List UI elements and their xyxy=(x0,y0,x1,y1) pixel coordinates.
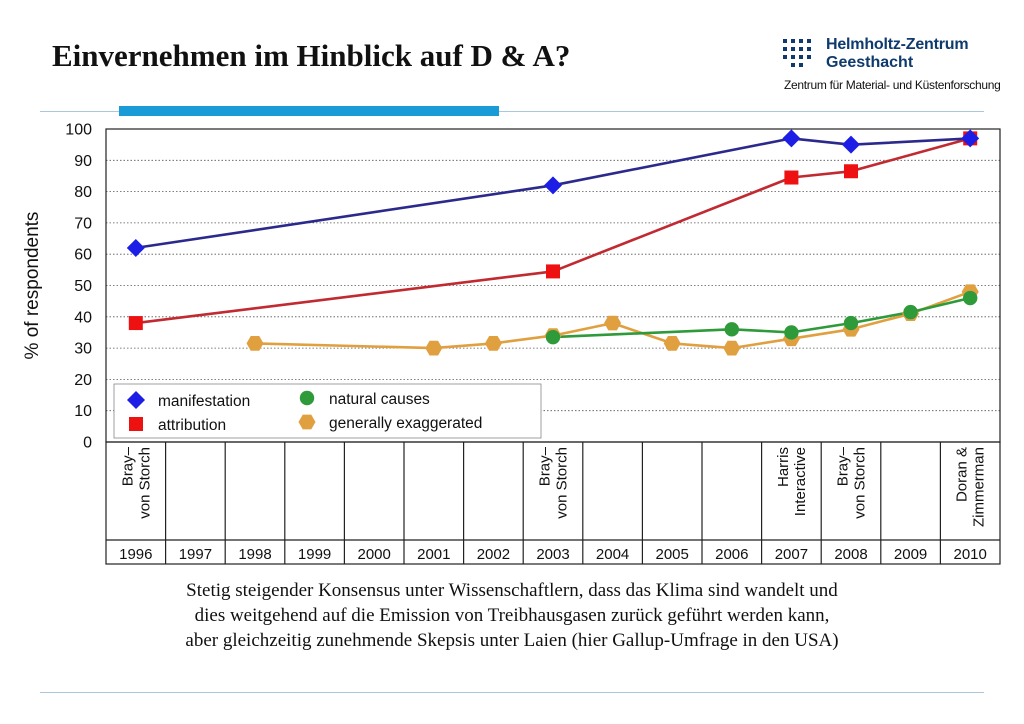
logo-name-line2: Geesthacht xyxy=(826,54,914,71)
chart-legend: manifestation attribution natural causes ge… xyxy=(113,383,542,439)
data-point xyxy=(961,129,980,148)
y-tick-label: 0 xyxy=(83,435,92,452)
y-tick-label: 70 xyxy=(74,215,92,232)
data-point xyxy=(544,176,562,195)
data-point xyxy=(425,340,443,356)
survey-label: Bray–von Storch xyxy=(119,446,153,518)
y-tick-label: 90 xyxy=(74,153,92,170)
y-tick-label: 100 xyxy=(65,122,92,139)
x-tick-label: 2009 xyxy=(894,546,927,563)
caption-line: Stetig steigender Konsensus unter Wissen… xyxy=(186,580,838,601)
survey-label-line: Bray– xyxy=(119,446,136,486)
data-point xyxy=(546,264,560,279)
survey-label: Bray–von Storch xyxy=(835,446,869,518)
data-point xyxy=(604,315,622,331)
data-point xyxy=(842,135,860,154)
x-tick-label: 2002 xyxy=(477,546,510,563)
legend-label: natural causes xyxy=(329,391,430,408)
x-tick-label: 2000 xyxy=(358,546,391,563)
y-tick-label: 40 xyxy=(74,309,92,326)
y-axis-label: % of respondents xyxy=(22,212,43,360)
data-point xyxy=(844,164,858,179)
legend-box xyxy=(113,383,542,439)
survey-label: Doran &Zimmerman xyxy=(954,447,988,527)
legend-label: manifestation xyxy=(158,393,250,410)
legend-marker xyxy=(129,417,143,431)
legend-marker xyxy=(127,391,145,409)
data-point xyxy=(663,336,681,351)
x-tick-label: 2003 xyxy=(536,546,569,563)
series-line xyxy=(552,296,971,339)
survey-label-line: Zimmerman xyxy=(971,447,988,527)
survey-label: Bray–von Storch xyxy=(537,446,571,518)
data-point xyxy=(723,340,741,356)
slide-caption: Stetig steigender Konsensus unter Wissen… xyxy=(30,578,994,653)
legend-marker xyxy=(298,414,316,430)
accent-bar xyxy=(119,106,499,116)
data-point xyxy=(903,304,918,320)
x-tick-label: 2006 xyxy=(715,546,748,563)
x-tick-label: 2004 xyxy=(596,546,629,563)
logo-name-line1: Helmholtz-Zentrum xyxy=(826,36,969,53)
y-tick-label: 20 xyxy=(74,372,92,389)
x-tick-label: 2007 xyxy=(775,546,808,563)
y-tick-label: 60 xyxy=(74,247,92,264)
data-point xyxy=(784,170,799,185)
caption-line: aber gleichzeitig zunehmende Skepsis unt… xyxy=(185,630,839,651)
x-tick-label: 2008 xyxy=(834,546,867,563)
x-tick-label: 1997 xyxy=(179,546,212,563)
y-tick-label: 50 xyxy=(74,278,92,295)
logo-dot-grid-icon xyxy=(783,39,811,67)
survey-label-line: Bray– xyxy=(537,446,554,486)
legend-marker xyxy=(299,390,315,406)
logo-subtitle: Zentrum für Material- und Küstenforschun… xyxy=(784,78,1001,92)
top-divider xyxy=(40,111,984,112)
year-table xyxy=(105,441,1001,565)
slide-title: Einvernehmen im Hinblick auf D & A? xyxy=(52,38,571,73)
data-point xyxy=(782,129,801,148)
survey-label-line: von Storch xyxy=(852,447,869,519)
x-tick-label: 2005 xyxy=(656,546,689,563)
survey-line-chart: 0 10 20 30 40 50 60 70 80 90 100 % of respondents 19… xyxy=(22,122,1001,565)
survey-label-line: Interactive xyxy=(792,447,809,516)
data-point xyxy=(545,329,561,345)
y-tick-label: 80 xyxy=(74,184,92,201)
legend-label: attribution xyxy=(158,417,226,434)
survey-label: HarrisInteractive xyxy=(775,447,809,516)
survey-label-line: Bray– xyxy=(835,446,852,486)
caption-line: dies weitgehend auf die Emission von Tre… xyxy=(194,605,830,626)
data-point xyxy=(246,336,264,351)
data-point xyxy=(843,315,859,331)
data-point xyxy=(724,322,739,337)
data-point xyxy=(784,325,799,340)
y-tick-label: 10 xyxy=(74,403,92,420)
x-tick-label: 1998 xyxy=(238,546,271,563)
x-tick-label: 2010 xyxy=(954,546,987,563)
data-point xyxy=(484,336,502,351)
survey-label-line: von Storch xyxy=(554,447,571,519)
survey-label-line: Harris xyxy=(775,447,792,487)
survey-label-line: von Storch xyxy=(136,447,153,519)
data-point xyxy=(126,238,145,257)
x-tick-label: 1999 xyxy=(298,546,331,563)
y-tick-label: 30 xyxy=(74,341,92,358)
bottom-divider xyxy=(40,692,984,693)
x-tick-label: 2001 xyxy=(417,546,450,563)
data-point xyxy=(963,290,978,306)
helmholtz-logo: Helmholtz-Zentrum Geesthacht Zentrum für… xyxy=(782,34,1001,96)
survey-label-line: Doran & xyxy=(954,447,971,502)
data-point xyxy=(128,316,143,331)
legend-label: generally exaggerated xyxy=(329,415,482,432)
x-tick-label: 1996 xyxy=(119,546,152,563)
